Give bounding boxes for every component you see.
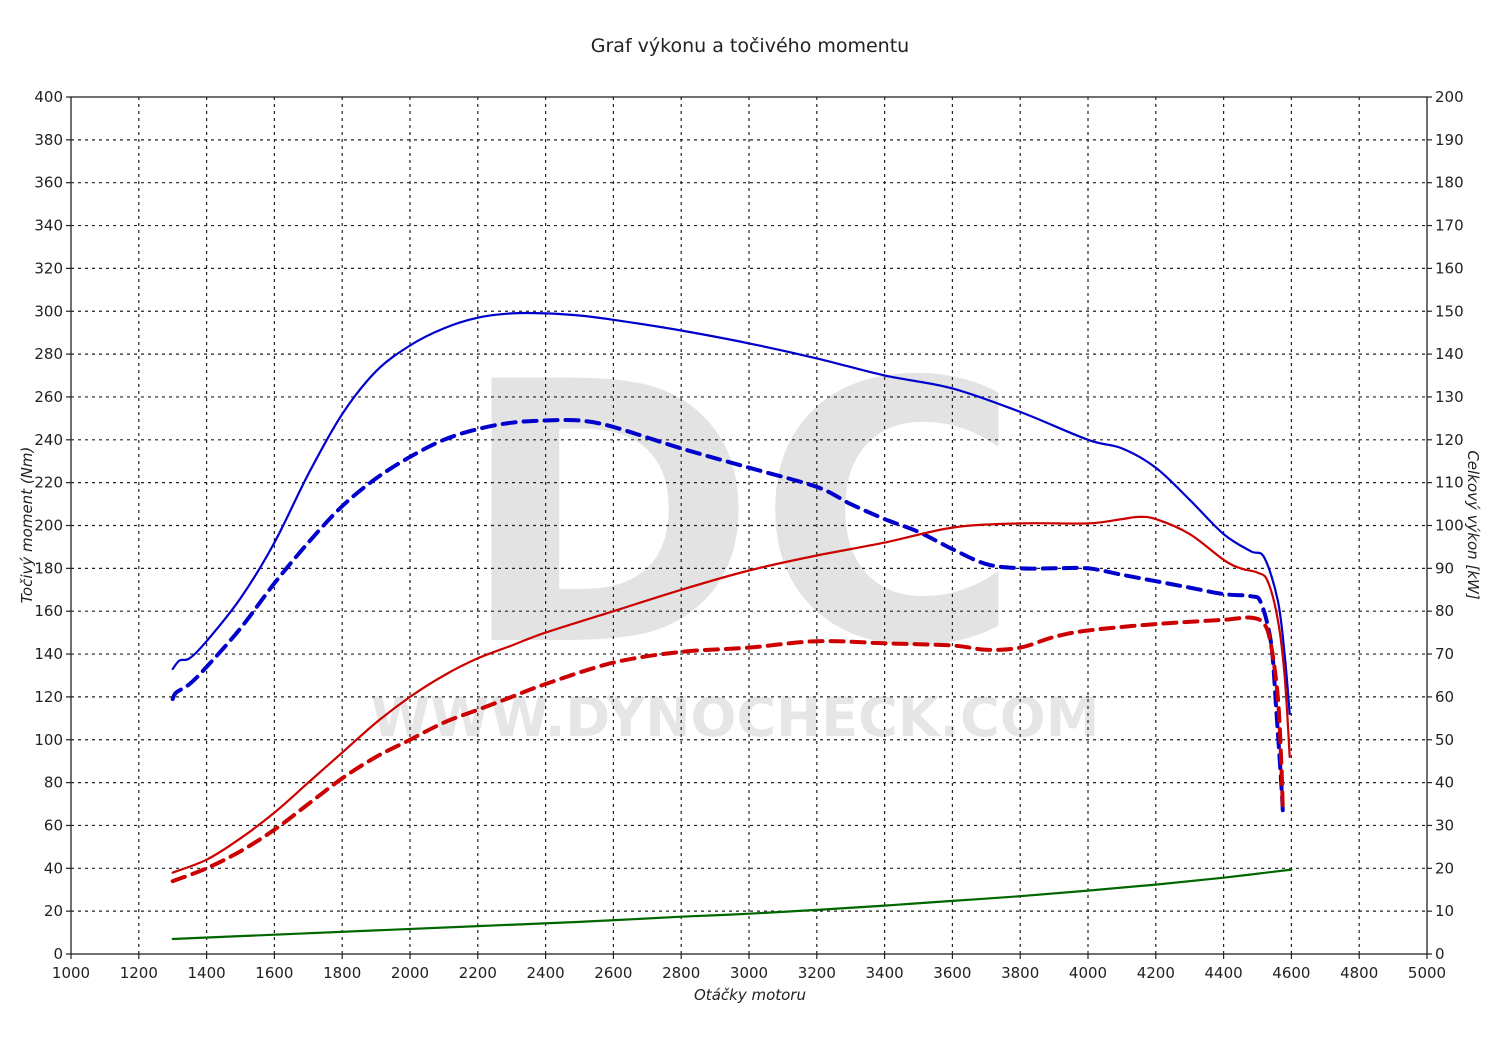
y-right-tick-label: 200 (1435, 88, 1464, 106)
y-left-tick-label: 240 (34, 431, 63, 449)
y-right-tick-label: 180 (1435, 174, 1464, 192)
y-left-tick-label: 180 (34, 559, 63, 577)
y-right-tick-label: 50 (1435, 731, 1454, 749)
y-right-tick-label: 40 (1435, 774, 1454, 792)
y-right-tick-label: 170 (1435, 217, 1464, 235)
y-left-tick-label: 260 (34, 388, 63, 406)
y-left-tick-label: 380 (34, 131, 63, 149)
y-axis-label-left: Točivý moment (Nm) (18, 447, 36, 604)
x-tick-label: 1400 (188, 964, 226, 982)
y-axis-label-right: Celkový výkon [kW] (1464, 450, 1482, 600)
y-left-tick-label: 100 (34, 731, 63, 749)
y-right-tick-label: 100 (1435, 517, 1464, 535)
y-left-tick-label: 200 (34, 517, 63, 535)
y-left-tick-label: 300 (34, 302, 63, 320)
x-tick-label: 2200 (459, 964, 497, 982)
x-tick-label: 5000 (1408, 964, 1446, 982)
y-right-tick-label: 160 (1435, 259, 1464, 277)
x-tick-label: 2800 (662, 964, 700, 982)
y-right-tick-label: 130 (1435, 388, 1464, 406)
x-tick-label: 1000 (52, 964, 90, 982)
x-axis-label: Otáčky motoru (694, 986, 806, 1004)
x-tick-label: 3800 (1001, 964, 1039, 982)
y-left-tick-label: 280 (34, 345, 63, 363)
y-left-tick-label: 340 (34, 217, 63, 235)
x-tick-label: 4400 (1205, 964, 1243, 982)
x-tick-label: 3400 (866, 964, 904, 982)
y-right-tick-label: 70 (1435, 645, 1454, 663)
x-tick-label: 3200 (798, 964, 836, 982)
series-0-line (171, 311, 1291, 716)
y-left-tick-label: 120 (34, 688, 63, 706)
series-layer (170, 311, 1293, 941)
x-tick-label: 2400 (527, 964, 565, 982)
watermark: DC WWW.DYNOCHECK.COM (371, 306, 1100, 749)
x-tick-label: 2600 (594, 964, 632, 982)
series-4-line (171, 868, 1293, 941)
y-left-tick-label: 20 (44, 902, 63, 920)
y-right-tick-label: 60 (1435, 688, 1454, 706)
series-2-line (171, 515, 1291, 874)
y-left-tick-label: 140 (34, 645, 63, 663)
y-right-tick-label: 80 (1435, 602, 1454, 620)
y-left-tick-label: 80 (44, 774, 63, 792)
tick-layer: 1000 1200 1400 1600 1800 2000 2200 2400 2600 2800… (34, 88, 1463, 982)
watermark-logo: DC (458, 306, 1021, 725)
x-tick-label: 3600 (933, 964, 971, 982)
y-right-tick-label: 150 (1435, 302, 1464, 320)
y-right-tick-label: 90 (1435, 559, 1454, 577)
y-right-tick-label: 30 (1435, 816, 1454, 834)
y-right-tick-label: 0 (1435, 945, 1445, 963)
y-left-tick-label: 360 (34, 174, 63, 192)
x-tick-label: 2000 (391, 964, 429, 982)
x-tick-label: 3000 (730, 964, 768, 982)
x-tick-label: 1800 (323, 964, 361, 982)
series-3-line (170, 615, 1285, 884)
x-tick-label: 4000 (1069, 964, 1107, 982)
y-left-tick-label: 60 (44, 816, 63, 834)
x-tick-label: 1200 (120, 964, 158, 982)
y-right-tick-label: 20 (1435, 859, 1454, 877)
y-left-tick-label: 0 (53, 945, 63, 963)
y-left-tick-label: 160 (34, 602, 63, 620)
y-right-tick-label: 120 (1435, 431, 1464, 449)
grid (71, 97, 1427, 954)
y-left-tick-label: 320 (34, 259, 63, 277)
y-right-tick-label: 190 (1435, 131, 1464, 149)
series-1-line (170, 417, 1285, 815)
y-left-tick-label: 40 (44, 859, 63, 877)
y-right-tick-label: 110 (1435, 474, 1464, 492)
y-left-tick-label: 400 (34, 88, 63, 106)
chart-title: Graf výkonu a točivého momentu (591, 35, 909, 57)
x-tick-label: 4600 (1272, 964, 1310, 982)
x-tick-label: 1600 (255, 964, 293, 982)
y-right-tick-label: 140 (1435, 345, 1464, 363)
x-tick-label: 4800 (1340, 964, 1378, 982)
x-tick-label: 4200 (1137, 964, 1175, 982)
y-right-tick-label: 10 (1435, 902, 1454, 920)
y-left-tick-label: 220 (34, 474, 63, 492)
